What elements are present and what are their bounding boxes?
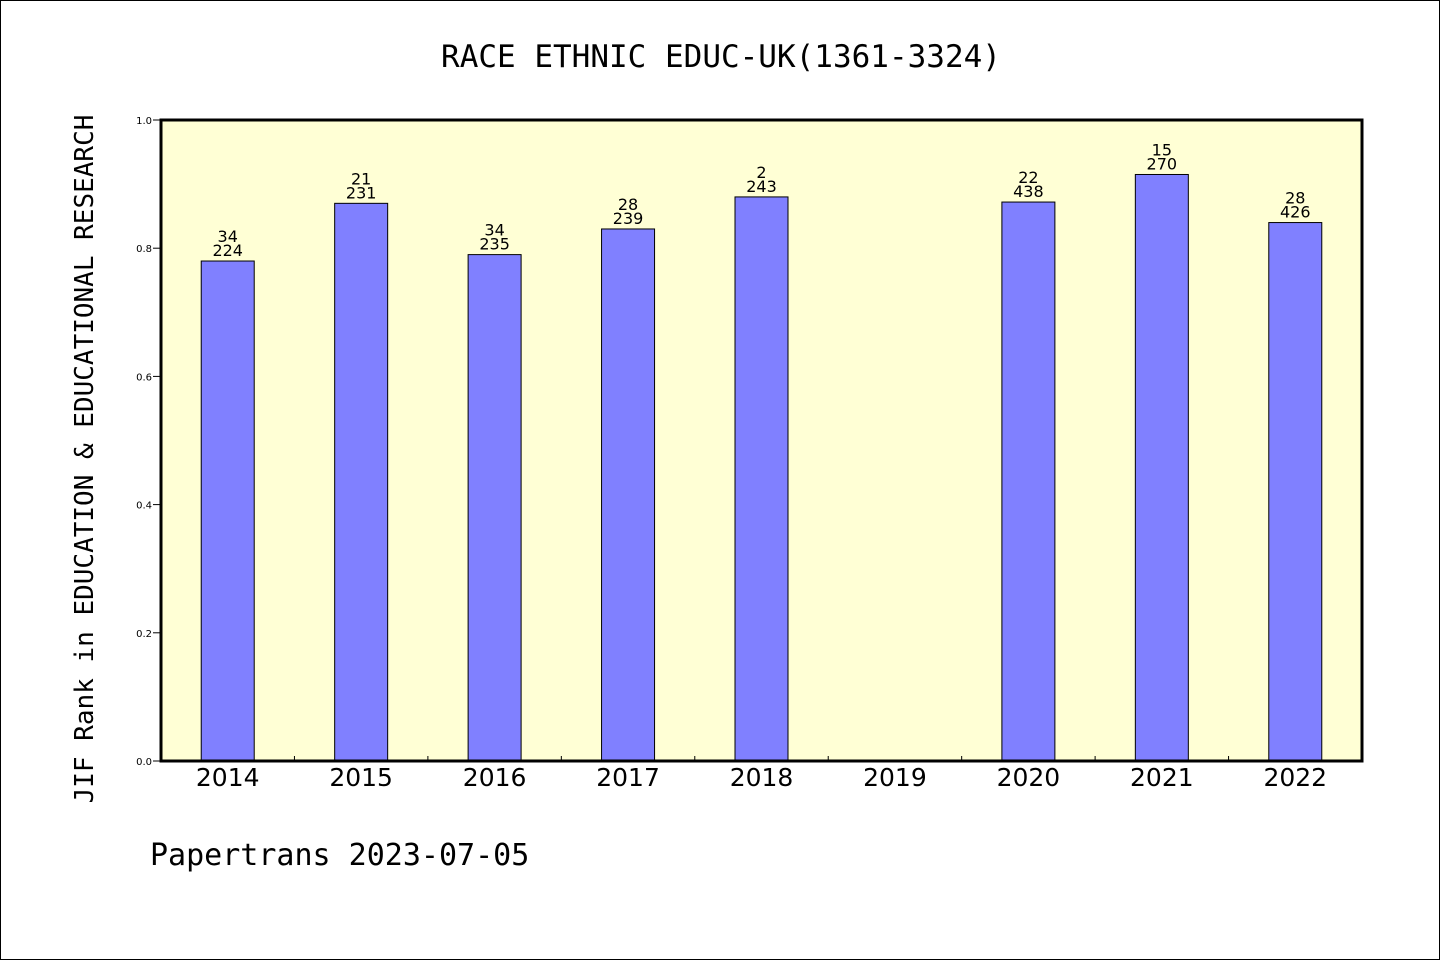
bar-2018 (734, 196, 789, 762)
bar-2021 (1134, 173, 1189, 762)
x-tick-label: 2020 (997, 763, 1061, 792)
x-tick-label: 2022 (1263, 763, 1327, 792)
total-label-2015: 231 (346, 183, 377, 202)
y-tick-label: 0.6 (136, 372, 152, 383)
x-tick-label: 2021 (1130, 763, 1194, 792)
rank-label-2016: 34 (484, 221, 504, 240)
rank-label-2017: 28 (618, 195, 638, 214)
bar-2014 (200, 260, 255, 762)
rank-label-2020: 22 (1018, 168, 1038, 187)
footer-credit: Papertrans 2023-07-05 (150, 838, 529, 873)
total-label-2014: 224 (212, 241, 243, 260)
total-label-2017: 239 (613, 209, 644, 228)
total-label-2022: 426 (1280, 203, 1311, 222)
y-tick-label: 0.0 (136, 757, 152, 768)
total-label-2018: 243 (746, 177, 777, 196)
rank-label-2018: 2 (756, 163, 766, 182)
y-tick-label: 0.8 (136, 244, 152, 255)
x-tick-label: 2016 (463, 763, 527, 792)
bar-2016 (467, 254, 522, 762)
bar-series (200, 173, 1323, 762)
plot-border (159, 118, 1364, 763)
total-label-2021: 270 (1147, 154, 1178, 173)
bar-2020 (1001, 201, 1056, 762)
rank-label-2014: 34 (218, 227, 238, 246)
rank-label-2015: 21 (351, 169, 371, 188)
chart-title: RACE ETHNIC EDUC-UK(1361-3324) (441, 39, 1001, 75)
x-tick-label: 2018 (730, 763, 794, 792)
total-label-2020: 438 (1013, 182, 1044, 201)
x-tick-label: 2014 (196, 763, 260, 792)
y-axis-label: JIF Rank in EDUCATION & EDUCATIONAL RESE… (70, 115, 100, 804)
y-tick-label: 0.2 (136, 629, 152, 640)
bar-2022 (1268, 222, 1323, 762)
y-tick-label: 1.0 (136, 116, 152, 127)
y-tick-label: 0.4 (136, 501, 152, 512)
axis-ticks: 0.0 0.2 0.4 0.6 0.8 1.0 2014 2015 2016 2017 2018 20… (136, 116, 1327, 792)
total-label-2016: 235 (479, 235, 510, 254)
rank-label-2021: 15 (1152, 140, 1172, 159)
x-tick-label: 2017 (596, 763, 660, 792)
x-tick-label: 2019 (863, 763, 927, 792)
bar-2017 (601, 228, 656, 762)
bar-2015 (334, 202, 389, 762)
x-tick-label: 2015 (329, 763, 393, 792)
rank-label-2022: 28 (1285, 189, 1305, 208)
